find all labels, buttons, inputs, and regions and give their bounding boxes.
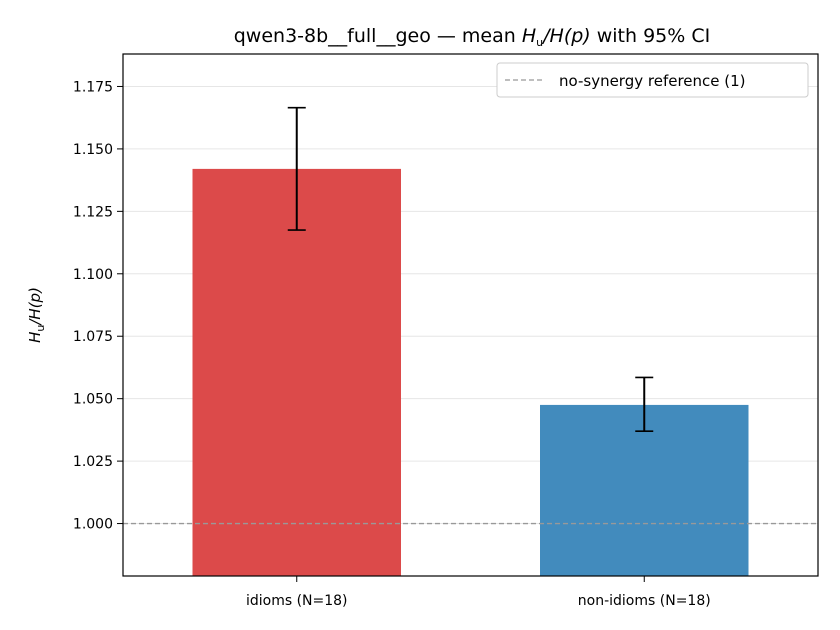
bar <box>192 168 401 576</box>
legend: no-synergy reference (1) <box>496 62 809 98</box>
legend-reference-label: no-synergy reference (1) <box>559 72 746 90</box>
legend-box <box>496 62 809 98</box>
y-tick-label: 1.025 <box>73 454 113 470</box>
y-tick-label: 1.175 <box>73 79 113 95</box>
x-tick-label: non-idioms (N=18) <box>578 593 711 609</box>
y-axis-label: Hu/H(p) <box>26 287 47 343</box>
bars-layer <box>192 168 749 576</box>
y-tick-label: 1.000 <box>73 517 113 533</box>
errorbars-layer <box>287 106 654 432</box>
chart-title: qwen3-8b__full__geo — mean Hu/H(p) with … <box>234 25 710 49</box>
y-tick-label: 1.075 <box>73 329 113 345</box>
x-tick-label: idioms (N=18) <box>246 593 348 609</box>
y-tick-label: 1.050 <box>73 392 113 408</box>
ticks-layer: 1.000 1.025 1.050 1.075 1.100 1.125 1.150 1.175… <box>73 79 711 609</box>
y-tick-label: 1.150 <box>73 142 113 158</box>
y-tick-label: 1.100 <box>73 267 113 283</box>
bar <box>540 404 749 576</box>
y-tick-label: 1.125 <box>73 204 113 220</box>
plot-frame <box>122 53 819 577</box>
axes-layer <box>122 53 819 577</box>
